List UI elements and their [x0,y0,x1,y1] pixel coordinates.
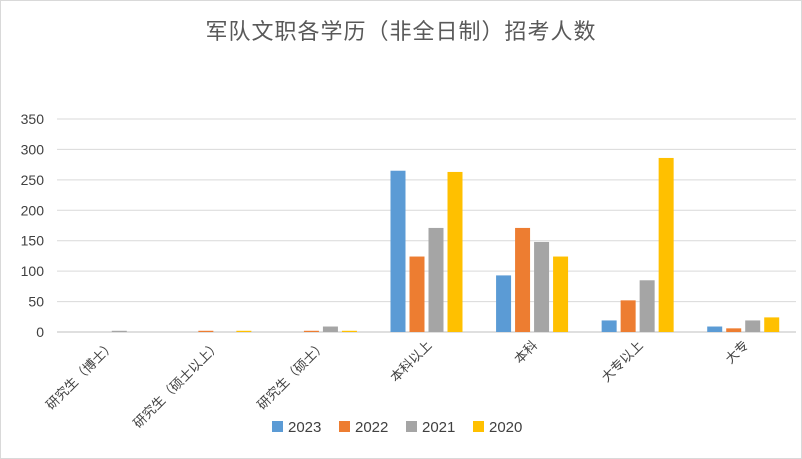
x-tick-label: 大专 [723,338,752,367]
x-tick-label: 本科以上 [388,338,435,385]
bar-2020-5 [658,157,674,332]
bar-2022-2 [303,330,319,332]
bar-2022-6 [726,328,742,332]
bar-2023-5 [601,320,617,332]
x-tick-label: 本科 [512,338,541,367]
bar-2023-4 [496,275,512,332]
legend-swatch [339,421,350,432]
y-tick-label: 100 [21,263,45,279]
x-tick-label: 研究生（硕士以上） [131,338,224,431]
legend-label: 2023 [288,419,321,436]
legend: 2023 2022 2021 2020 [272,419,522,436]
y-tick-label: 250 [21,172,45,188]
bar-2021-5 [639,280,655,332]
bar-2020-6 [764,317,780,332]
bar-2021-2 [322,326,338,332]
bar-2020-4 [553,256,569,332]
bar-2021-0 [111,330,127,332]
chart-title: 军队文职各学历（非全日制）招考人数 [205,20,597,45]
legend-swatch [272,421,283,432]
bar-2021-6 [745,320,761,332]
gridlines [57,118,796,333]
bar-2021-4 [534,241,550,332]
bar-2022-4 [515,227,531,332]
x-tick-label: 研究生（硕士） [255,338,330,413]
legend-label: 2022 [355,419,388,436]
bars [111,157,780,332]
x-axis-ticks: 研究生（博士） 研究生（硕士以上） 研究生（硕士） 本科以上 本科 大专以上 大专 [44,338,752,431]
legend-label: 2020 [489,419,522,436]
y-tick-label: 0 [36,324,44,340]
bar-2022-1 [198,330,214,332]
bar-2020-3 [447,171,463,332]
x-tick-label: 研究生（博士） [44,338,119,413]
legend-swatch [473,421,484,432]
legend-swatch [406,421,417,432]
y-axis-ticks: 0 50 100 150 200 250 300 350 [21,111,45,340]
y-tick-label: 200 [21,202,45,218]
bar-2023-6 [707,326,723,332]
y-tick-label: 350 [21,111,45,127]
bar-2020-1 [236,330,252,332]
bar-2021-3 [428,227,444,332]
y-tick-label: 300 [21,141,45,157]
bar-2023-3 [390,170,406,332]
bar-2022-3 [409,256,425,332]
y-tick-label: 50 [28,294,44,310]
legend-label: 2021 [422,419,455,436]
x-tick-label: 大专以上 [599,338,646,385]
bar-2020-2 [341,330,357,332]
y-tick-label: 150 [21,233,45,249]
bar-2022-5 [620,300,636,332]
